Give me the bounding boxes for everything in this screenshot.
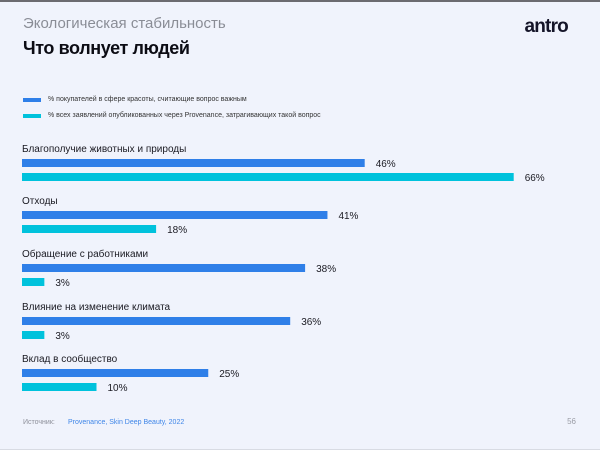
bar-provenance <box>22 331 45 339</box>
legend-swatch-blue <box>23 97 41 102</box>
top-border <box>0 0 600 2</box>
bar-provenance <box>22 173 514 181</box>
antro-logo: antro <box>524 16 568 37</box>
data-label: 10% <box>108 383 128 394</box>
legend-swatch-cyan <box>23 113 41 118</box>
data-label: 36% <box>301 317 321 328</box>
category-label: Влияние на изменение климата <box>22 302 171 313</box>
slide-subtitle: Экологическая стабильность <box>23 15 226 32</box>
bar-provenance <box>22 225 157 233</box>
category-label: Обращение с работниками <box>22 248 148 260</box>
source-link[interactable]: Provenance, Skin Deep Beauty, 2022 <box>68 419 185 426</box>
bar-buyers <box>22 369 209 377</box>
category-label: Отходы <box>22 196 58 207</box>
bar-buyers <box>22 159 365 167</box>
legend-label: % всех заявлений опубликованных через Pr… <box>48 112 321 119</box>
bar-buyers <box>22 211 328 219</box>
bar-provenance <box>22 383 97 391</box>
bar-buyers <box>22 317 291 325</box>
category-label: Вклад в сообщество <box>22 353 118 365</box>
legend-item-series1: % покупателей в сфере красоты, считающие… <box>23 96 247 103</box>
legend-label: % покупателей в сфере красоты, считающие… <box>48 96 247 103</box>
data-label: 25% <box>219 369 239 380</box>
data-label: 3% <box>55 278 70 289</box>
bar-buyers <box>22 264 306 272</box>
page-number: 56 <box>567 417 576 426</box>
category-label: Благополучие животных и природы <box>22 144 186 155</box>
slide-title: Что волнует людей <box>23 38 190 58</box>
data-label: 46% <box>376 159 396 170</box>
data-label: 3% <box>55 331 70 342</box>
data-label: 66% <box>525 173 545 184</box>
data-label: 41% <box>338 211 358 222</box>
data-label: 18% <box>167 225 187 236</box>
data-label: 38% <box>316 264 336 275</box>
legend-item-series2: % всех заявлений опубликованных через Pr… <box>23 112 321 119</box>
source-label: Источник: <box>23 419 55 426</box>
bar-provenance <box>22 278 45 286</box>
